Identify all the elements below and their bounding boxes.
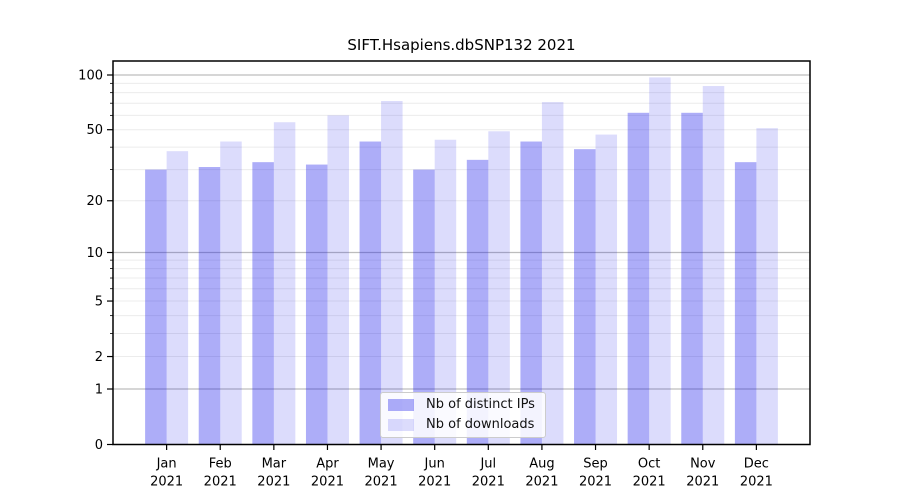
legend-label-downloads: Nb of downloads xyxy=(426,417,535,432)
bar-distinct-ips xyxy=(466,159,489,445)
legend-swatch-downloads xyxy=(388,419,414,431)
x-tick-label-month: Dec xyxy=(744,457,769,472)
y-tick-label: 2 xyxy=(95,350,103,365)
bar-downloads xyxy=(488,131,510,445)
bar-downloads xyxy=(756,128,778,445)
y-tick-label: 100 xyxy=(78,69,103,84)
bar-distinct-ips xyxy=(627,112,650,445)
bar-distinct-ips xyxy=(574,149,596,445)
x-tick-label-year: 2021 xyxy=(525,475,558,490)
bar-downloads xyxy=(166,151,189,445)
bar-downloads xyxy=(649,77,671,445)
y-tick-label: 1 xyxy=(95,383,103,398)
x-tick-label-month: May xyxy=(368,457,395,472)
legend-item-downloads: Nb of downloads xyxy=(388,417,535,433)
y-tick-label: 50 xyxy=(86,123,103,138)
bar-distinct-ips xyxy=(734,162,757,445)
x-tick-label-year: 2021 xyxy=(633,475,666,490)
x-tick-label-month: Mar xyxy=(262,457,287,472)
bar-distinct-ips xyxy=(520,141,542,445)
bar-distinct-ips xyxy=(252,162,274,445)
bar-distinct-ips xyxy=(305,164,328,445)
bar-distinct-ips xyxy=(681,112,703,445)
x-tick-label-month: Oct xyxy=(638,457,660,472)
plot-border xyxy=(112,60,811,446)
x-tick-label-month: Nov xyxy=(690,457,716,472)
bar-downloads xyxy=(381,100,403,445)
x-tick-label-month: Aug xyxy=(529,457,554,472)
bar-distinct-ips xyxy=(145,169,167,445)
x-tick-label-year: 2021 xyxy=(365,475,398,490)
x-tick-label-month: Jun xyxy=(424,457,445,472)
x-tick-label-month: Sep xyxy=(583,457,608,472)
x-tick-label-year: 2021 xyxy=(472,475,505,490)
legend-swatch-distinct-ips xyxy=(388,399,414,411)
y-tick-label: 10 xyxy=(86,246,103,261)
x-tick-label-year: 2021 xyxy=(150,475,183,490)
chart-title: SIFT.Hsapiens.dbSNP132 2021 xyxy=(347,36,576,54)
bar-downloads xyxy=(327,115,349,445)
y-tick-label: 20 xyxy=(86,194,103,209)
bar-downloads xyxy=(434,139,457,445)
bar-downloads xyxy=(273,122,296,445)
legend: Nb of distinct IPs Nb of downloads xyxy=(380,392,546,438)
y-tick-label: 5 xyxy=(95,295,103,310)
bar-downloads xyxy=(595,134,618,445)
x-tick-label-month: Feb xyxy=(209,457,232,472)
y-tick-label: 0 xyxy=(95,438,103,453)
bar-distinct-ips xyxy=(413,169,435,445)
x-tick-label-month: Jul xyxy=(479,457,496,472)
x-tick-label-year: 2021 xyxy=(311,475,344,490)
x-tick-label-year: 2021 xyxy=(579,475,612,490)
x-tick-label-year: 2021 xyxy=(740,475,773,490)
bar-distinct-ips xyxy=(198,167,221,445)
legend-label-distinct-ips: Nb of distinct IPs xyxy=(426,397,535,412)
legend-item-distinct-ips: Nb of distinct IPs xyxy=(388,397,535,413)
bar-distinct-ips xyxy=(359,141,382,445)
x-tick-label-month: Jan xyxy=(156,457,177,472)
x-tick-label-year: 2021 xyxy=(257,475,290,490)
x-tick-label-year: 2021 xyxy=(418,475,451,490)
x-tick-label-year: 2021 xyxy=(686,475,719,490)
x-tick-label-year: 2021 xyxy=(204,475,237,490)
bar-downloads xyxy=(220,141,242,445)
x-tick-label-month: Apr xyxy=(316,457,339,472)
bar-downloads xyxy=(702,86,725,445)
bar-downloads xyxy=(541,102,564,445)
